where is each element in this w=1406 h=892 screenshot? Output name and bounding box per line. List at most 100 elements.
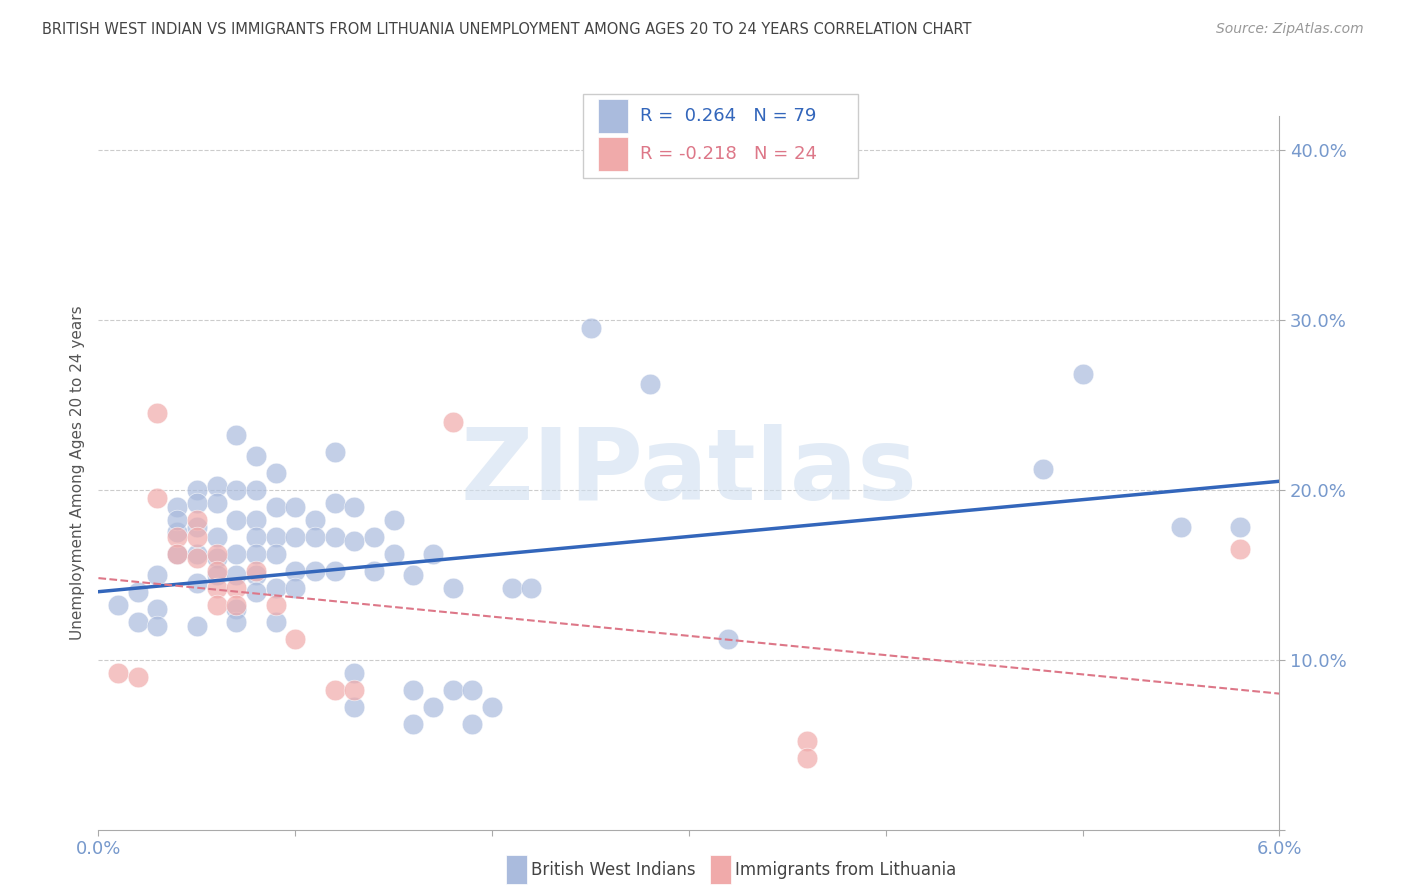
Point xyxy=(166,500,188,514)
Point xyxy=(127,670,149,684)
Point xyxy=(245,567,267,582)
Point xyxy=(579,321,602,335)
Point xyxy=(501,582,523,596)
Point xyxy=(107,666,129,681)
Point xyxy=(323,530,346,544)
Point xyxy=(796,751,818,765)
Point xyxy=(304,530,326,544)
Point xyxy=(520,582,543,596)
Point xyxy=(225,601,247,615)
Point xyxy=(264,500,287,514)
Point xyxy=(323,564,346,578)
Point xyxy=(186,513,208,527)
Point xyxy=(225,582,247,596)
Point xyxy=(284,582,307,596)
Point xyxy=(264,582,287,596)
Point xyxy=(225,615,247,630)
Point xyxy=(166,525,188,540)
Point xyxy=(343,666,366,681)
Point xyxy=(205,599,228,613)
Point xyxy=(205,550,228,565)
Point xyxy=(245,547,267,561)
Point xyxy=(323,445,346,459)
Point xyxy=(1170,520,1192,534)
Point xyxy=(284,530,307,544)
Point xyxy=(166,547,188,561)
Point xyxy=(146,618,169,632)
Point xyxy=(422,547,444,561)
Text: ZIPatlas: ZIPatlas xyxy=(461,425,917,521)
Point xyxy=(186,530,208,544)
Point xyxy=(343,683,366,698)
Point xyxy=(186,576,208,591)
Point xyxy=(146,567,169,582)
Point xyxy=(382,547,405,561)
Point xyxy=(245,564,267,578)
Point xyxy=(186,520,208,534)
Point xyxy=(146,601,169,615)
Point xyxy=(205,496,228,510)
Point xyxy=(107,599,129,613)
Text: Immigrants from Lithuania: Immigrants from Lithuania xyxy=(735,861,956,879)
Point xyxy=(225,599,247,613)
Point xyxy=(422,700,444,714)
Point xyxy=(186,496,208,510)
Point xyxy=(264,530,287,544)
Point xyxy=(127,584,149,599)
Point xyxy=(323,683,346,698)
Point xyxy=(441,582,464,596)
Text: R =  0.264   N = 79: R = 0.264 N = 79 xyxy=(640,107,815,125)
Point xyxy=(225,483,247,497)
Point xyxy=(225,567,247,582)
Point xyxy=(245,530,267,544)
Point xyxy=(205,479,228,493)
Point xyxy=(343,700,366,714)
Point xyxy=(363,530,385,544)
Point xyxy=(186,550,208,565)
Point xyxy=(225,428,247,442)
Point xyxy=(441,683,464,698)
Point xyxy=(461,683,484,698)
Point xyxy=(1229,542,1251,557)
Point xyxy=(186,483,208,497)
Point xyxy=(796,734,818,748)
Point xyxy=(264,547,287,561)
Point xyxy=(225,513,247,527)
Point xyxy=(402,683,425,698)
Text: BRITISH WEST INDIAN VS IMMIGRANTS FROM LITHUANIA UNEMPLOYMENT AMONG AGES 20 TO 2: BRITISH WEST INDIAN VS IMMIGRANTS FROM L… xyxy=(42,22,972,37)
Point xyxy=(205,567,228,582)
Point xyxy=(245,513,267,527)
Y-axis label: Unemployment Among Ages 20 to 24 years: Unemployment Among Ages 20 to 24 years xyxy=(69,305,84,640)
Point xyxy=(343,500,366,514)
Point xyxy=(481,700,503,714)
Point xyxy=(1032,462,1054,476)
Point xyxy=(264,466,287,480)
Point xyxy=(245,584,267,599)
Point xyxy=(284,564,307,578)
Text: Source: ZipAtlas.com: Source: ZipAtlas.com xyxy=(1216,22,1364,37)
Point xyxy=(461,717,484,731)
Point xyxy=(146,491,169,506)
Point xyxy=(382,513,405,527)
Point xyxy=(284,500,307,514)
Text: R = -0.218   N = 24: R = -0.218 N = 24 xyxy=(640,145,817,163)
Point xyxy=(146,406,169,420)
Point xyxy=(1229,520,1251,534)
Point xyxy=(284,632,307,647)
Point xyxy=(402,717,425,731)
Point xyxy=(717,632,740,647)
Point xyxy=(402,567,425,582)
Point xyxy=(205,530,228,544)
Point xyxy=(304,564,326,578)
Point xyxy=(225,547,247,561)
Point xyxy=(166,547,188,561)
Text: British West Indians: British West Indians xyxy=(531,861,696,879)
Point xyxy=(245,449,267,463)
Point xyxy=(441,415,464,429)
Point xyxy=(264,615,287,630)
Point xyxy=(245,483,267,497)
Point xyxy=(363,564,385,578)
Point xyxy=(264,599,287,613)
Point xyxy=(343,533,366,548)
Point xyxy=(638,377,661,392)
